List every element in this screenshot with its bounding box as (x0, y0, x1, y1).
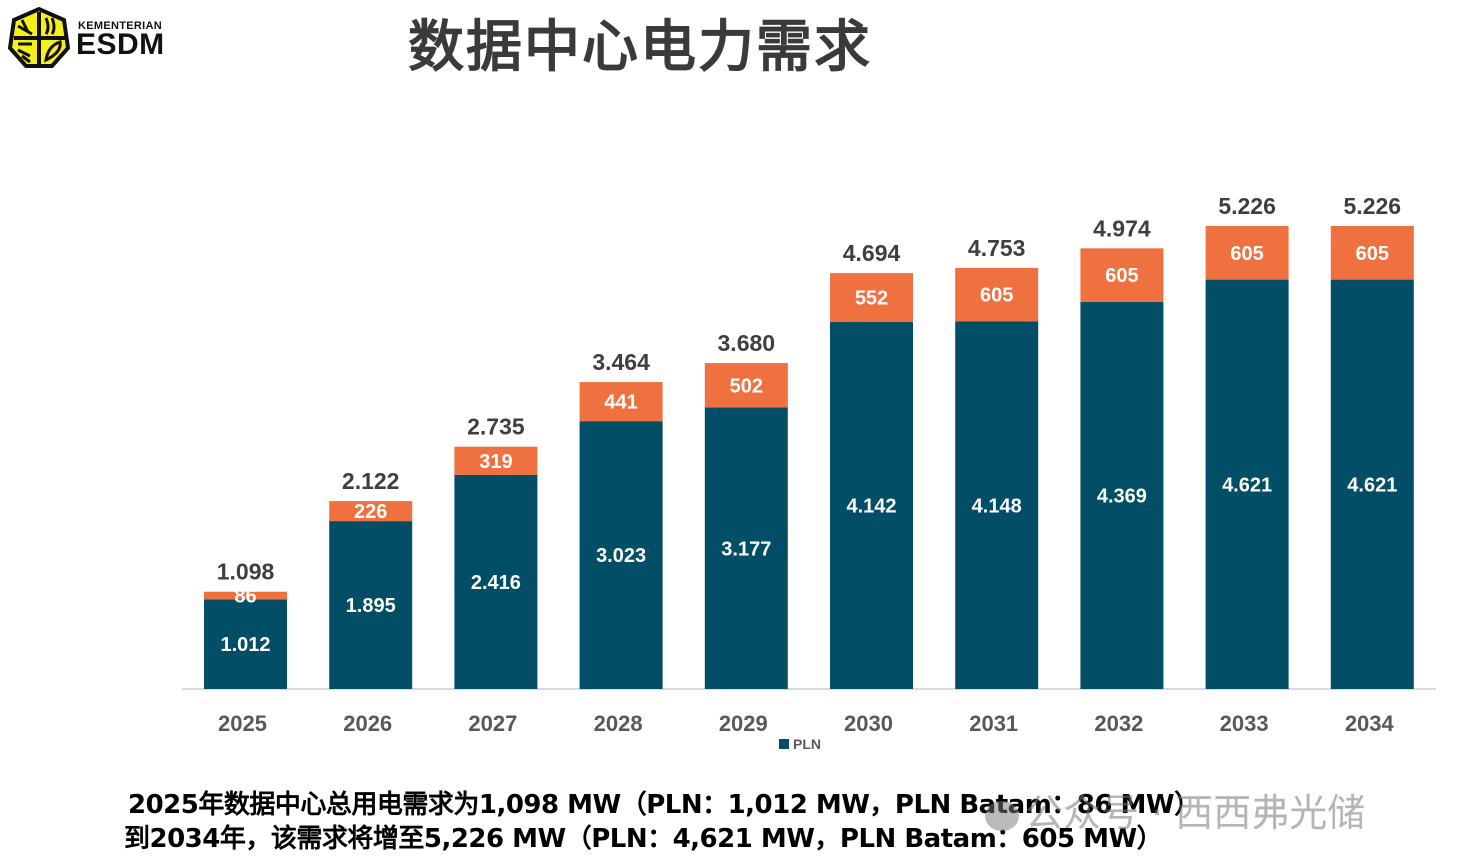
bar-batam-2028 (579, 382, 663, 422)
bar-batam-2027 (454, 446, 538, 475)
x-tick-label-2025: 2025 (218, 711, 267, 736)
x-tick-label-2027: 2027 (468, 711, 517, 736)
data-label-batam-2025: 86 (234, 586, 256, 608)
data-label-batam-2026: 226 (354, 501, 387, 523)
x-tick-label-2034: 2034 (1345, 711, 1395, 736)
data-label-total-2032: 4.974 (1093, 215, 1151, 241)
data-label-total-2026: 2.122 (342, 468, 400, 494)
bar-batam-2029 (704, 363, 788, 408)
watermark-text: 公众号 · 西西弗光储 (1025, 791, 1366, 835)
legend-swatch-pln (779, 739, 789, 749)
data-label-pln-2032: 4.369 (1097, 485, 1147, 507)
bar-pln-2031 (955, 321, 1039, 689)
data-label-total-2025: 1.098 (217, 559, 275, 585)
data-label-total-2034: 5.226 (1344, 193, 1402, 219)
bar-batam-2025 (204, 591, 287, 600)
logo-line1: KEMENTERIAN (78, 20, 162, 32)
watermark: 公众号 · 西西弗光储 (985, 782, 1365, 837)
wechat-icon (985, 800, 1019, 831)
data-label-pln-2029: 3.177 (721, 538, 771, 560)
bar-pln-2032 (1080, 301, 1164, 689)
x-tick-label-2029: 2029 (719, 711, 768, 736)
logo-line2: ESDM (76, 28, 165, 61)
data-label-batam-2028: 441 (604, 392, 637, 414)
bar-pln-2029 (704, 407, 788, 689)
bar-batam-2033 (1205, 226, 1289, 280)
data-label-total-2027: 2.735 (467, 414, 525, 440)
data-label-total-2033: 5.226 (1218, 193, 1276, 219)
bar-pln-2028 (579, 421, 663, 689)
data-label-total-2031: 4.753 (968, 235, 1026, 261)
data-label-batam-2027: 319 (479, 451, 512, 473)
data-label-pln-2026: 1.895 (346, 595, 396, 617)
bar-batam-2026 (329, 501, 413, 522)
data-label-total-2030: 4.694 (843, 240, 901, 266)
data-label-pln-2031: 4.148 (972, 495, 1022, 517)
esdm-emblem-icon (7, 6, 71, 68)
bar-batam-2032 (1080, 248, 1164, 302)
bar-pln-2027 (454, 474, 538, 689)
data-label-pln-2033: 4.621 (1222, 474, 1272, 496)
x-tick-label-2030: 2030 (844, 711, 893, 736)
page-title: 数据中心电力需求 (408, 15, 872, 80)
bar-pln-2026 (329, 521, 413, 689)
x-tick-label-2031: 2031 (969, 711, 1018, 736)
data-label-batam-2033: 605 (1230, 243, 1263, 265)
data-label-pln-2030: 4.142 (846, 496, 896, 518)
bar-batam-2034 (1330, 226, 1414, 280)
bar-batam-2031 (955, 267, 1039, 322)
esdm-logo (6, 6, 166, 70)
stacked-bar-chart: 1.012 861.098 2025 1.895 226 2.122 2026 2.416 31… (182, 193, 1436, 752)
x-tick-label-2032: 2032 (1094, 711, 1143, 736)
legend: PLN (779, 736, 821, 752)
data-label-batam-2030: 552 (855, 288, 888, 310)
data-label-batam-2031: 605 (980, 285, 1013, 307)
summary-line-1: 2025年数据中心总用电需求为1,098 MW（PLN：1,012 MW，PLN… (128, 790, 1200, 820)
data-label-pln-2034: 4.621 (1347, 474, 1397, 496)
data-label-pln-2028: 3.023 (596, 545, 646, 567)
bar-pln-2025 (204, 599, 287, 689)
data-label-pln-2027: 2.416 (471, 572, 521, 594)
bar-pln-2030 (830, 322, 913, 689)
x-tick-label-2033: 2033 (1220, 711, 1269, 736)
x-tick-label-2028: 2028 (594, 711, 643, 736)
data-label-total-2029: 3.680 (718, 330, 776, 356)
data-label-pln-2025: 1.012 (220, 634, 270, 656)
bar-pln-2034 (1330, 279, 1414, 689)
x-tick-label-2026: 2026 (343, 711, 392, 736)
bar-batam-2030 (830, 273, 913, 323)
data-label-total-2028: 3.464 (592, 349, 650, 375)
data-label-batam-2029: 502 (730, 375, 763, 397)
bar-pln-2033 (1205, 279, 1289, 689)
legend-label-pln: PLN (793, 736, 821, 752)
data-label-batam-2034: 605 (1356, 243, 1389, 265)
data-label-batam-2032: 605 (1105, 265, 1138, 287)
summary-line-2: 到2034年，该需求将增至5,226 MW（PLN：4,621 MW，PLN B… (124, 824, 1163, 854)
